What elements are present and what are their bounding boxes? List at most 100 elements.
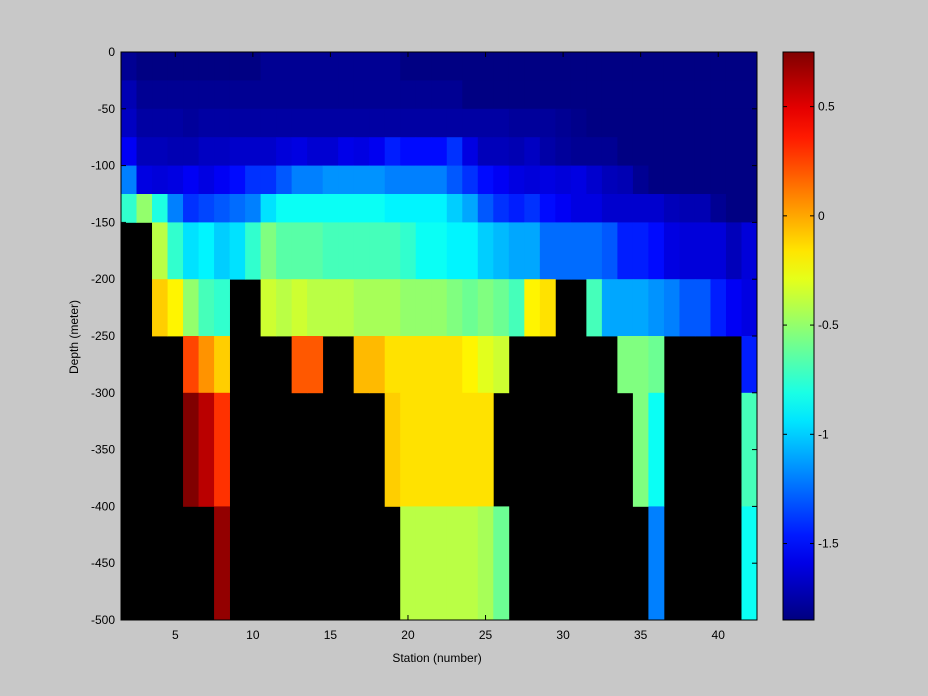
heatmap-cell bbox=[539, 222, 556, 280]
heatmap-cell bbox=[524, 80, 541, 110]
heatmap-cell bbox=[353, 194, 370, 223]
heatmap-cell bbox=[369, 137, 386, 166]
heatmap-cell bbox=[384, 336, 401, 394]
heatmap-cell bbox=[431, 137, 448, 166]
heatmap-cell bbox=[477, 108, 494, 138]
heatmap-cell bbox=[710, 194, 727, 223]
heatmap-cell bbox=[555, 108, 572, 138]
heatmap-cell bbox=[524, 165, 541, 195]
heatmap-cell bbox=[229, 194, 246, 223]
heatmap-cell bbox=[601, 165, 618, 195]
heatmap-cell bbox=[353, 222, 370, 280]
heatmap-cell bbox=[725, 194, 742, 223]
heatmap-cell bbox=[493, 279, 510, 337]
heatmap-cell bbox=[400, 222, 417, 280]
heatmap-cell bbox=[183, 137, 199, 166]
heatmap-cell bbox=[136, 165, 153, 195]
heatmap-cell bbox=[694, 137, 711, 166]
heatmap-cell bbox=[710, 108, 727, 138]
heatmap-cell bbox=[570, 165, 587, 195]
heatmap-cell bbox=[446, 52, 463, 81]
y-axis: 0 -50 -100 -150 -200 -250 -300 -350 -400 -450 -500 bbox=[91, 45, 757, 627]
heatmap-cell bbox=[725, 165, 742, 195]
heatmap-cell bbox=[446, 279, 463, 337]
heatmap-cell bbox=[369, 279, 386, 337]
heatmap-cell bbox=[167, 80, 184, 110]
heatmap-cell bbox=[694, 222, 711, 280]
heatmap-cell bbox=[400, 80, 417, 110]
heatmap-cell bbox=[679, 279, 696, 337]
heatmap-cell bbox=[741, 108, 758, 138]
heatmap-cell bbox=[369, 165, 386, 195]
heatmap-cell bbox=[152, 165, 168, 195]
heatmap-cell bbox=[617, 165, 634, 195]
heatmap-cell bbox=[353, 165, 370, 195]
heatmap-cell bbox=[322, 137, 339, 166]
heatmap-cell bbox=[276, 222, 293, 280]
heatmap-cell bbox=[400, 108, 417, 138]
heatmap-cell bbox=[136, 52, 153, 81]
heatmap-cell bbox=[260, 279, 277, 337]
heatmap-cell bbox=[493, 80, 510, 110]
heatmap-cell bbox=[136, 80, 153, 110]
heatmap-cell bbox=[586, 165, 603, 195]
heatmap-cell bbox=[617, 336, 634, 394]
heatmap-cell bbox=[322, 279, 339, 337]
heatmap-cell bbox=[694, 80, 711, 110]
heatmap-cell bbox=[291, 336, 308, 394]
heatmap-cell bbox=[648, 108, 665, 138]
heatmap-cell bbox=[415, 506, 432, 621]
heatmap-cell bbox=[338, 80, 355, 110]
heatmap-cell bbox=[694, 108, 711, 138]
heatmap-cell bbox=[307, 165, 324, 195]
heatmap-cell bbox=[322, 108, 339, 138]
heatmap-cell bbox=[400, 336, 417, 394]
heatmap-cell bbox=[710, 222, 727, 280]
heatmap-cell bbox=[648, 506, 665, 621]
y-tick-label: -200 bbox=[91, 272, 115, 286]
heatmap-cell bbox=[524, 279, 541, 337]
heatmap-cell bbox=[198, 165, 215, 195]
heatmap-cell bbox=[601, 52, 618, 81]
heatmap-cell bbox=[601, 279, 618, 337]
heatmap-cell bbox=[276, 137, 293, 166]
heatmap-cell bbox=[632, 222, 649, 280]
heatmap-cell bbox=[198, 137, 215, 166]
heatmap-cell bbox=[446, 137, 463, 166]
heatmap-cell bbox=[508, 165, 525, 195]
heatmap-cell bbox=[400, 165, 417, 195]
heatmap-cell bbox=[431, 165, 448, 195]
heatmap-cell bbox=[167, 194, 184, 223]
heatmap-cell bbox=[338, 165, 355, 195]
heatmap-cell bbox=[198, 80, 215, 110]
heatmap-cell bbox=[214, 137, 230, 166]
heatmap-cell bbox=[617, 194, 634, 223]
heatmap-cell bbox=[570, 222, 587, 280]
heatmap-cell bbox=[462, 80, 479, 110]
heatmap-cell bbox=[214, 52, 230, 81]
heatmap-cell bbox=[648, 80, 665, 110]
heatmap-cell bbox=[710, 80, 727, 110]
heatmap-cell bbox=[384, 165, 401, 195]
heatmap-cell bbox=[245, 222, 262, 280]
heatmap-cell bbox=[136, 108, 153, 138]
heatmap-cell bbox=[524, 137, 541, 166]
colorbar-tick-label: 0.5 bbox=[818, 100, 835, 114]
y-tick-label: -450 bbox=[91, 556, 115, 570]
heatmap-cell bbox=[493, 137, 510, 166]
heatmap-cell bbox=[462, 222, 479, 280]
heatmap-cell bbox=[601, 194, 618, 223]
y-tick-label: -400 bbox=[91, 499, 115, 513]
heatmap-cell bbox=[400, 392, 417, 507]
heatmap-cell bbox=[539, 108, 556, 138]
x-axis: 5 10 15 20 25 30 35 40 bbox=[172, 52, 725, 642]
heatmap-cell bbox=[570, 137, 587, 166]
heatmap-cell bbox=[245, 165, 262, 195]
heatmap-cell bbox=[493, 194, 510, 223]
heatmap-cell bbox=[183, 108, 199, 138]
heatmap-cell bbox=[477, 52, 494, 81]
heatmap-cell bbox=[276, 108, 293, 138]
heatmap-cell bbox=[291, 194, 308, 223]
heatmap-cell bbox=[167, 52, 184, 81]
heatmap-cell bbox=[694, 194, 711, 223]
